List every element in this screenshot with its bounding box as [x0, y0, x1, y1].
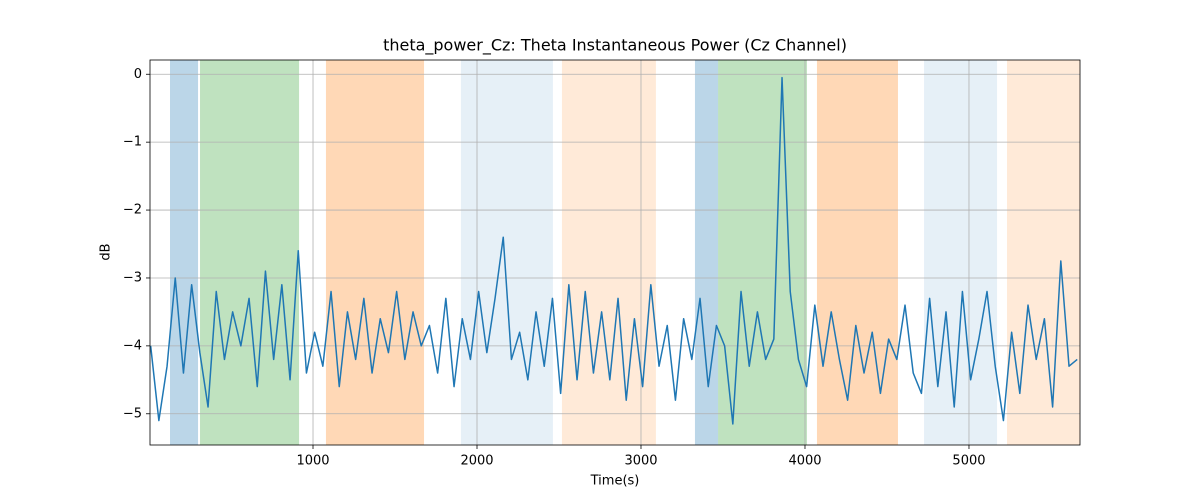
shaded-span	[718, 60, 807, 445]
y-tick-label: −5	[123, 406, 142, 421]
y-axis-label: dB	[99, 243, 114, 260]
shaded-span	[170, 60, 199, 445]
x-tick-label: 4000	[788, 454, 821, 469]
shaded-span	[694, 60, 719, 445]
shaded-span	[200, 60, 300, 445]
shaded-span	[816, 60, 898, 445]
y-tick-label: −2	[123, 203, 142, 218]
shaded-span	[561, 60, 656, 445]
x-tick-label: 2000	[460, 454, 493, 469]
y-tick-label: −3	[123, 270, 142, 285]
chart-title: theta_power_Cz: Theta Instantaneous Powe…	[383, 36, 847, 56]
shaded-span	[460, 60, 553, 445]
x-axis-label: Time(s)	[590, 474, 640, 489]
x-tick-label: 5000	[952, 454, 985, 469]
y-tick-label: −4	[123, 338, 142, 353]
x-tick-label: 1000	[296, 454, 329, 469]
y-tick-label: 0	[134, 67, 142, 82]
y-tick-label: −1	[123, 135, 142, 150]
x-tick-label: 3000	[624, 454, 657, 469]
shaded-span	[325, 60, 425, 445]
plot-frame	[149, 59, 1081, 446]
shaded-span	[1007, 60, 1080, 445]
shaded-span	[924, 60, 998, 445]
data-line	[150, 76, 1078, 425]
